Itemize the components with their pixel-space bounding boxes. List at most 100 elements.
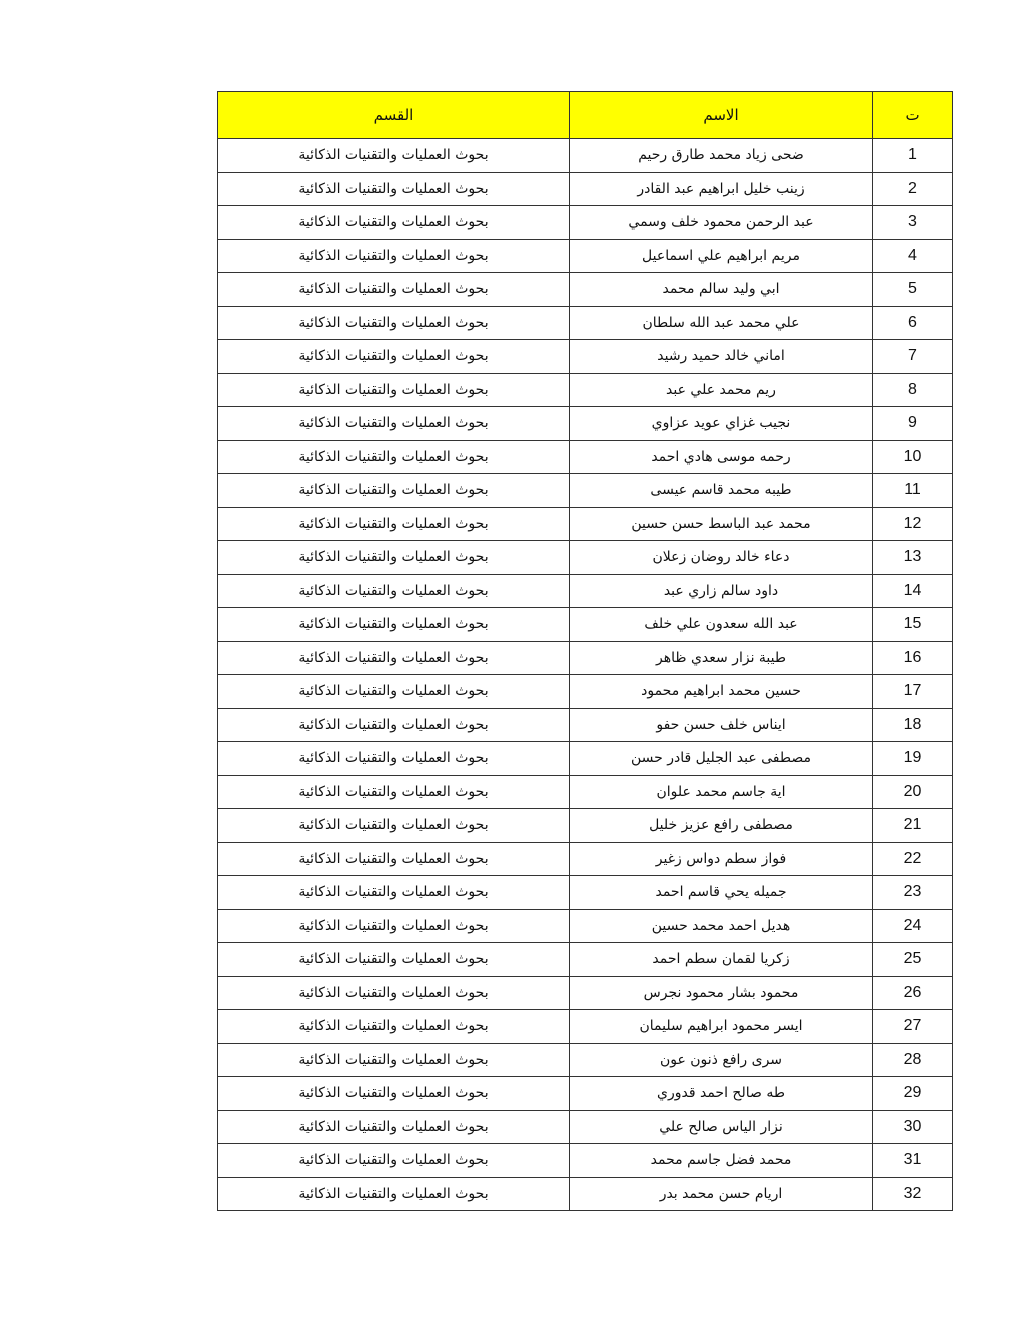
cell-department: بحوث العمليات والتقنيات الذكائية bbox=[217, 238, 570, 273]
cell-department: بحوث العمليات والتقنيات الذكائية bbox=[217, 707, 570, 742]
cell-department: بحوث العمليات والتقنيات الذكائية bbox=[217, 975, 570, 1010]
table-row: 27 ايسر محمود ابراهيم سليمان بحوث العمليات… bbox=[217, 1009, 953, 1044]
cell-name: محمد فضل جاسم محمد bbox=[569, 1143, 873, 1178]
cell-department: بحوث العمليات والتقنيات الذكائية bbox=[217, 272, 570, 307]
cell-number: 7 bbox=[872, 339, 953, 374]
cell-name: نزار الياس صالح علي bbox=[569, 1109, 873, 1144]
table-row: 6 علي محمد عبد الله سلطان بحوث العمليات وا… bbox=[217, 305, 953, 340]
cell-name: محمد عبد الباسط حسن حسين bbox=[569, 506, 873, 541]
cell-number: 31 bbox=[872, 1143, 953, 1178]
cell-name: نجيب غزاي عويد عزاوي bbox=[569, 406, 873, 441]
cell-name: اماني خالد حميد رشيد bbox=[569, 339, 873, 374]
cell-name: اريام حسن محمد بدر bbox=[569, 1176, 873, 1211]
cell-number: 29 bbox=[872, 1076, 953, 1111]
cell-number: 26 bbox=[872, 975, 953, 1010]
table-row: 7 اماني خالد حميد رشيد بحوث العمليات والتق… bbox=[217, 339, 953, 374]
cell-number: 3 bbox=[872, 205, 953, 240]
table-body: 1 ضحى زياد محمد طارق رحيم بحوث العمليات وا… bbox=[217, 138, 953, 1211]
cell-department: بحوث العمليات والتقنيات الذكائية bbox=[217, 908, 570, 943]
cell-number: 28 bbox=[872, 1042, 953, 1077]
cell-name: رحمه موسى هادي احمد bbox=[569, 439, 873, 474]
cell-name: هديل احمد محمد حسين bbox=[569, 908, 873, 943]
cell-number: 14 bbox=[872, 573, 953, 608]
cell-department: بحوث العمليات والتقنيات الذكائية bbox=[217, 942, 570, 977]
cell-number: 12 bbox=[872, 506, 953, 541]
cell-number: 18 bbox=[872, 707, 953, 742]
cell-department: بحوث العمليات والتقنيات الذكائية bbox=[217, 305, 570, 340]
cell-number: 15 bbox=[872, 607, 953, 642]
cell-number: 30 bbox=[872, 1109, 953, 1144]
cell-department: بحوث العمليات والتقنيات الذكائية bbox=[217, 138, 570, 173]
table-row: 23 جميله يحي قاسم احمد بحوث العمليات والتق… bbox=[217, 875, 953, 910]
table-row: 12 محمد عبد الباسط حسن حسين بحوث العمليات … bbox=[217, 506, 953, 541]
table-row: 31 محمد فضل جاسم محمد بحوث العمليات والتقن… bbox=[217, 1143, 953, 1178]
header-number: ت bbox=[872, 91, 953, 139]
table-row: 16 طيبة نزار سعدي ظاهر بحوث العمليات والتق… bbox=[217, 640, 953, 675]
table-row: 8 ريم محمد علي عبد بحوث العمليات والتقنيات… bbox=[217, 372, 953, 407]
cell-name: مصطفى عبد الجليل قادر حسن bbox=[569, 741, 873, 776]
cell-name: فواز سطم دواس زغير bbox=[569, 841, 873, 876]
cell-name: طيبة نزار سعدي ظاهر bbox=[569, 640, 873, 675]
cell-name: مصطفى رافع عزيز خليل bbox=[569, 808, 873, 843]
cell-name: زينب خليل ابراهيم عبد القادر bbox=[569, 171, 873, 206]
cell-department: بحوث العمليات والتقنيات الذكائية bbox=[217, 1042, 570, 1077]
cell-number: 4 bbox=[872, 238, 953, 273]
table-row: 1 ضحى زياد محمد طارق رحيم بحوث العمليات وا… bbox=[217, 138, 953, 173]
cell-name: طه صالح احمد قدوري bbox=[569, 1076, 873, 1111]
cell-number: 16 bbox=[872, 640, 953, 675]
cell-number: 23 bbox=[872, 875, 953, 910]
cell-department: بحوث العمليات والتقنيات الذكائية bbox=[217, 875, 570, 910]
table-row: 21 مصطفى رافع عزيز خليل بحوث العمليات والت… bbox=[217, 808, 953, 843]
cell-name: ابي وليد سالم محمد bbox=[569, 272, 873, 307]
cell-number: 22 bbox=[872, 841, 953, 876]
cell-department: بحوث العمليات والتقنيات الذكائية bbox=[217, 674, 570, 709]
header-name: الاسم bbox=[569, 91, 873, 139]
cell-department: بحوث العمليات والتقنيات الذكائية bbox=[217, 741, 570, 776]
cell-department: بحوث العمليات والتقنيات الذكائية bbox=[217, 171, 570, 206]
students-table: ت الاسم القسم 1 ضحى زياد محمد طارق رحيم بح… bbox=[217, 91, 953, 1211]
cell-name: طيبه محمد قاسم عيسى bbox=[569, 473, 873, 508]
header-row: ت الاسم القسم bbox=[217, 91, 953, 139]
table-row: 28 سرى رافع ذنون عون بحوث العمليات والتقني… bbox=[217, 1042, 953, 1077]
cell-department: بحوث العمليات والتقنيات الذكائية bbox=[217, 372, 570, 407]
cell-name: دعاء خالد روضان زعلان bbox=[569, 540, 873, 575]
table-row: 10 رحمه موسى هادي احمد بحوث العمليات والتق… bbox=[217, 439, 953, 474]
table-row: 20 اية جاسم محمد علوان بحوث العمليات والتق… bbox=[217, 774, 953, 809]
cell-number: 32 bbox=[872, 1176, 953, 1211]
table-row: 5 ابي وليد سالم محمد بحوث العمليات والتقني… bbox=[217, 272, 953, 307]
cell-name: اية جاسم محمد علوان bbox=[569, 774, 873, 809]
cell-number: 20 bbox=[872, 774, 953, 809]
table-row: 9 نجيب غزاي عويد عزاوي بحوث العمليات والتق… bbox=[217, 406, 953, 441]
table-row: 25 زكريا لقمان سطم احمد بحوث العمليات والت… bbox=[217, 942, 953, 977]
cell-number: 9 bbox=[872, 406, 953, 441]
cell-number: 1 bbox=[872, 138, 953, 173]
cell-name: ضحى زياد محمد طارق رحيم bbox=[569, 138, 873, 173]
cell-department: بحوث العمليات والتقنيات الذكائية bbox=[217, 1176, 570, 1211]
table-row: 2 زينب خليل ابراهيم عبد القادر بحوث العملي… bbox=[217, 171, 953, 206]
table-row: 32 اريام حسن محمد بدر بحوث العمليات والتقن… bbox=[217, 1176, 953, 1211]
cell-department: بحوث العمليات والتقنيات الذكائية bbox=[217, 1009, 570, 1044]
cell-name: داود سالم زاري عبد bbox=[569, 573, 873, 608]
cell-name: عبد الله سعدون علي خلف bbox=[569, 607, 873, 642]
cell-department: بحوث العمليات والتقنيات الذكائية bbox=[217, 473, 570, 508]
table-row: 26 محمود بشار محمود نجرس بحوث العمليات وال… bbox=[217, 975, 953, 1010]
cell-name: محمود بشار محمود نجرس bbox=[569, 975, 873, 1010]
cell-department: بحوث العمليات والتقنيات الذكائية bbox=[217, 841, 570, 876]
cell-name: عبد الرحمن محمود خلف وسمي bbox=[569, 205, 873, 240]
table-row: 15 عبد الله سعدون علي خلف بحوث العمليات وا… bbox=[217, 607, 953, 642]
table-row: 11 طيبه محمد قاسم عيسى بحوث العمليات والتق… bbox=[217, 473, 953, 508]
cell-number: 10 bbox=[872, 439, 953, 474]
table-row: 4 مريم ابراهيم علي اسماعيل بحوث العمليات و… bbox=[217, 238, 953, 273]
cell-department: بحوث العمليات والتقنيات الذكائية bbox=[217, 1076, 570, 1111]
cell-department: بحوث العمليات والتقنيات الذكائية bbox=[217, 339, 570, 374]
table-row: 14 داود سالم زاري عبد بحوث العمليات والتقن… bbox=[217, 573, 953, 608]
cell-department: بحوث العمليات والتقنيات الذكائية bbox=[217, 439, 570, 474]
cell-name: مريم ابراهيم علي اسماعيل bbox=[569, 238, 873, 273]
cell-name: ريم محمد علي عبد bbox=[569, 372, 873, 407]
cell-department: بحوث العمليات والتقنيات الذكائية bbox=[217, 808, 570, 843]
cell-name: ايناس خلف حسن حفو bbox=[569, 707, 873, 742]
cell-number: 25 bbox=[872, 942, 953, 977]
cell-number: 2 bbox=[872, 171, 953, 206]
cell-department: بحوث العمليات والتقنيات الذكائية bbox=[217, 1143, 570, 1178]
table-row: 29 طه صالح احمد قدوري بحوث العمليات والتقن… bbox=[217, 1076, 953, 1111]
